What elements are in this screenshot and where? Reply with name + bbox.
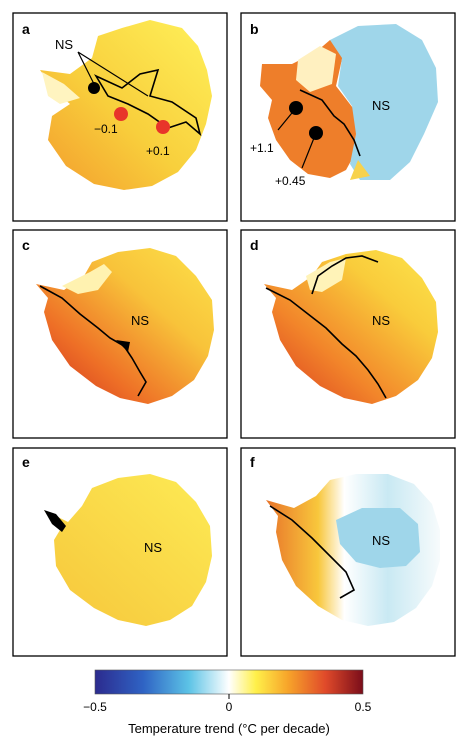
panel-c-ns-label: NS xyxy=(131,313,149,328)
panel-c: c NS xyxy=(12,229,228,439)
panel-e: e NS xyxy=(12,447,228,657)
panel-e-label: e xyxy=(22,454,30,470)
panel-d-label: d xyxy=(250,237,259,253)
panel-a-label: a xyxy=(22,21,30,37)
colorbar: −0.5 0 0.5 Temperature trend (°C per dec… xyxy=(83,669,372,736)
panel-a: a NS −0.1 +0.1 xyxy=(12,12,228,222)
panel-d: d NS xyxy=(240,229,456,439)
panel-a-annotation-1: −0.1 xyxy=(94,122,118,136)
panel-d-ns-label: NS xyxy=(372,313,390,328)
panel-b-annotation-2: +0.45 xyxy=(275,174,306,188)
panel-f: f NS xyxy=(240,447,456,657)
colorbar-tick-max: 0.5 xyxy=(355,700,372,714)
colorbar-tick-zero: 0 xyxy=(226,700,233,714)
colorbar-gradient xyxy=(94,669,364,695)
panel-a-ns-label: NS xyxy=(55,37,73,52)
panel-b: b NS +1.1 +0.45 xyxy=(240,12,456,222)
panel-b-ns-label: NS xyxy=(372,98,390,113)
colorbar-label: Temperature trend (°C per decade) xyxy=(128,721,330,736)
colorbar-tick-min: −0.5 xyxy=(83,700,107,714)
panel-f-ns-label: NS xyxy=(372,533,390,548)
panel-b-label: b xyxy=(250,21,259,37)
panel-c-label: c xyxy=(22,237,30,253)
panel-a-annotation-2: +0.1 xyxy=(146,144,170,158)
panel-b-annotation-1: +1.1 xyxy=(250,141,274,155)
panel-e-ns-label: NS xyxy=(144,540,162,555)
panel-f-label: f xyxy=(250,454,255,470)
